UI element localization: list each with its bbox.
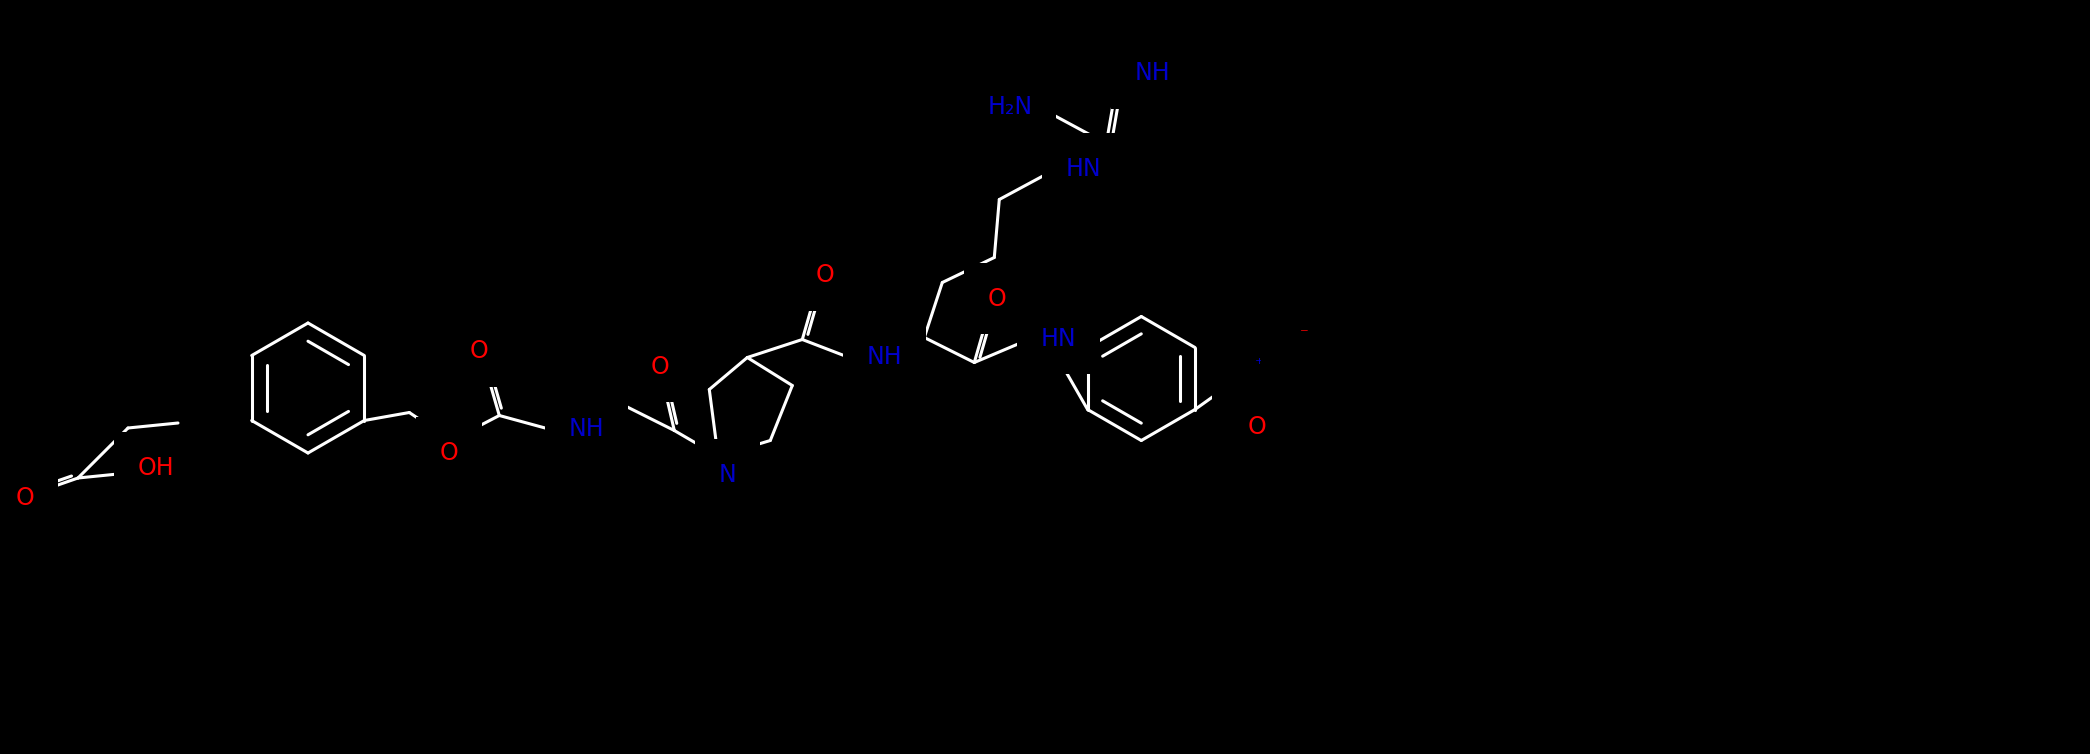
Text: O: O [1248, 415, 1267, 439]
Text: N: N [719, 462, 736, 486]
Text: NH: NH [1135, 62, 1170, 85]
Text: HN: HN [1041, 326, 1076, 351]
Text: N: N [1235, 363, 1254, 387]
Text: N: N [719, 464, 736, 488]
Text: O: O [439, 440, 458, 464]
Text: HN: HN [1066, 157, 1101, 180]
Text: ⁻: ⁻ [1300, 326, 1308, 344]
Text: O: O [989, 287, 1007, 311]
Text: O: O [470, 339, 489, 363]
Text: O: O [15, 486, 33, 510]
Text: H₂N: H₂N [986, 96, 1032, 119]
Text: NH: NH [568, 416, 604, 440]
Text: O: O [1285, 333, 1304, 357]
Text: NH: NH [865, 345, 903, 369]
Text: OH: OH [138, 456, 173, 480]
Text: O: O [815, 263, 834, 287]
Text: ⁺: ⁺ [1254, 355, 1264, 373]
Text: O: O [650, 354, 669, 379]
